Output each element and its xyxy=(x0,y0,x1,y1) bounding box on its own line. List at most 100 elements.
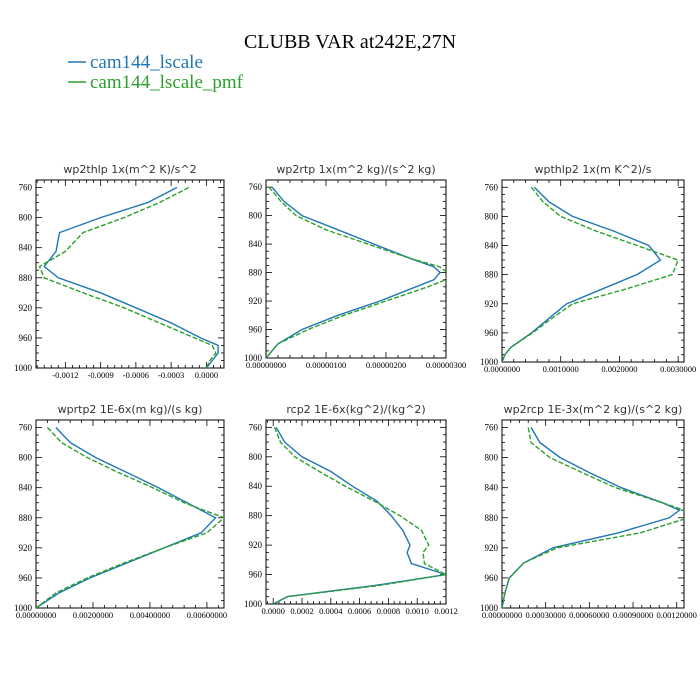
y-tick-label: 880 xyxy=(485,270,499,280)
panel-title: wprtp2 1E-6x(m kg)/(s kg) xyxy=(58,403,203,416)
panel-title: wp2rcp 1E-3x(m^2 kg)/(s^2 kg) xyxy=(504,403,683,416)
panel-title: rcp2 1E-6x(kg^2)/(kg^2) xyxy=(286,403,425,416)
x-tick-label: 0.00000300 xyxy=(426,360,466,370)
y-tick-label: 1000 xyxy=(244,599,263,609)
series-line-lscale-pmf xyxy=(272,427,446,604)
x-tick-label: -0.0006 xyxy=(123,370,149,380)
series-group xyxy=(502,427,684,608)
plot-frame xyxy=(501,179,685,363)
y-tick-label: 960 xyxy=(249,570,263,580)
x-tick-label: 0.0010000 xyxy=(543,364,579,374)
plot-frame xyxy=(265,419,447,605)
panel-6: wp2rcp 1E-3x(m^2 kg)/(s^2 kg) 760 800 840 88… xyxy=(480,403,697,620)
y-tick-label: 960 xyxy=(249,325,263,335)
x-tick-label: 0.0010 xyxy=(406,606,429,616)
x-tick-label: -0.0012 xyxy=(52,370,78,380)
y-tick-label: 920 xyxy=(249,540,263,550)
y-tick-label: 760 xyxy=(249,182,263,192)
y-tick-label: 960 xyxy=(19,573,33,583)
legend-label-lscale: cam144_lscale xyxy=(90,52,203,73)
panel-title: wp2rtp 1x(m^2 kg)/(s^2 kg) xyxy=(276,163,435,176)
figure-legend: cam144_lscale cam144_lscale_pmf xyxy=(68,52,244,93)
y-tick-label: 920 xyxy=(249,296,263,306)
x-tick-label: 0.0004 xyxy=(319,606,343,616)
series-line-lscale-pmf xyxy=(266,186,446,358)
x-tick-label: 0.00060000 xyxy=(569,610,609,620)
series-line-lscale xyxy=(43,186,219,368)
x-tick-label: 0.00030000 xyxy=(525,610,565,620)
series-group xyxy=(266,186,446,358)
panel-title: wpthlp2 1x(m K^2)/s xyxy=(535,163,652,176)
y-tick-label: 800 xyxy=(249,452,263,462)
plot-frame xyxy=(265,179,447,359)
x-tick-label: 0.0002 xyxy=(290,606,313,616)
x-tick-label: 0.00000000 xyxy=(16,610,56,620)
y-tick-label: 880 xyxy=(485,513,499,523)
x-tick-label: -0.0003 xyxy=(158,370,184,380)
series-group xyxy=(272,427,446,604)
x-tick-label: 0.0000 xyxy=(262,606,285,616)
x-tick-label: 0.0000 xyxy=(195,370,218,380)
y-tick-label: 920 xyxy=(485,299,499,309)
y-tick-label: 760 xyxy=(19,423,33,433)
series-line-lscale-pmf xyxy=(502,427,684,608)
x-tick-label: 0.00400000 xyxy=(130,610,170,620)
y-tick-label: 840 xyxy=(485,241,499,251)
y-tick-label: 760 xyxy=(485,423,499,433)
x-tick-label: 0.00000000 xyxy=(246,360,286,370)
x-tick-label: 0.00600000 xyxy=(187,610,227,620)
series-line-lscale-pmf xyxy=(38,186,217,368)
series-group xyxy=(38,186,219,368)
y-tick-label: 800 xyxy=(485,211,499,221)
panel-grid: wp2thlp 1x(m^2 K)/s^2 760 800 840 880 920 960 1… xyxy=(14,163,697,620)
x-tick-label: 0.00000000 xyxy=(482,610,522,620)
series-line-lscale xyxy=(272,427,446,604)
y-tick-label: 1000 xyxy=(14,363,33,373)
y-tick-label: 880 xyxy=(249,511,263,521)
series-line-lscale-pmf xyxy=(502,186,680,362)
y-tick-label: 840 xyxy=(19,243,33,253)
panel-2: wp2rtp 1x(m^2 kg)/(s^2 kg) 760 800 840 880 92… xyxy=(244,163,466,370)
y-tick-label: 760 xyxy=(485,182,499,192)
x-tick-label: 0.0020000 xyxy=(601,364,637,374)
y-tick-label: 840 xyxy=(249,239,263,249)
y-tick-label: 800 xyxy=(19,213,33,223)
y-tick-label: 1000 xyxy=(480,603,499,613)
y-tick-label: 840 xyxy=(249,481,263,491)
x-tick-label: 0.0000000 xyxy=(484,364,520,374)
x-tick-label: -0.0009 xyxy=(88,370,114,380)
series-line-lscale xyxy=(266,186,441,358)
y-tick-label: 880 xyxy=(249,268,263,278)
plot-frame xyxy=(35,179,225,369)
y-tick-label: 1000 xyxy=(480,357,499,367)
x-tick-label: 0.00120000 xyxy=(657,610,697,620)
panel-5: rcp2 1E-6x(kg^2)/(kg^2) 760 800 840 880 920 96… xyxy=(244,403,458,616)
y-tick-label: 800 xyxy=(249,211,263,221)
series-line-lscale-pmf xyxy=(36,427,224,608)
panel-4: wprtp2 1E-6x(m kg)/(s kg) 760 800 840 880 920… xyxy=(14,403,227,620)
y-tick-label: 760 xyxy=(19,183,33,193)
y-tick-label: 840 xyxy=(485,483,499,493)
legend-label-lscale-pmf: cam144_lscale_pmf xyxy=(90,72,244,93)
series-group xyxy=(36,427,224,608)
panel-3: wpthlp2 1x(m K^2)/s 760 800 840 880 920 960 100… xyxy=(480,163,696,374)
y-tick-label: 960 xyxy=(19,333,33,343)
y-tick-label: 920 xyxy=(19,543,33,553)
y-tick-label: 840 xyxy=(19,483,33,493)
x-tick-label: 0.0008 xyxy=(377,606,400,616)
y-tick-label: 760 xyxy=(249,422,263,432)
figure-title: CLUBB VAR at242E,27N xyxy=(244,31,456,53)
plot-frame xyxy=(35,419,225,609)
y-tick-label: 800 xyxy=(485,453,499,463)
plot-frame xyxy=(501,419,685,609)
x-tick-label: 0.00000100 xyxy=(306,360,346,370)
x-tick-label: 0.00000200 xyxy=(366,360,406,370)
x-tick-label: 0.00200000 xyxy=(73,610,113,620)
y-tick-label: 960 xyxy=(485,328,499,338)
y-tick-label: 920 xyxy=(485,543,499,553)
y-tick-label: 880 xyxy=(19,273,33,283)
y-tick-label: 800 xyxy=(19,453,33,463)
panel-title: wp2thlp 1x(m^2 K)/s^2 xyxy=(63,163,196,176)
